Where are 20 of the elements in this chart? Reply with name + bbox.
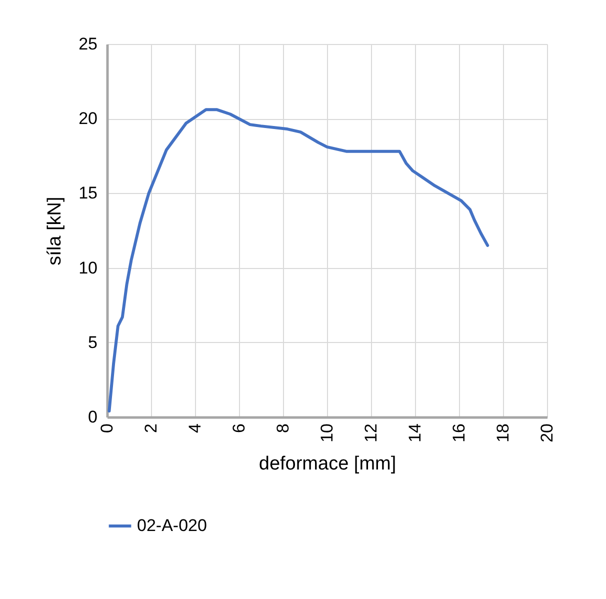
x-tick-label: 14 xyxy=(406,424,424,442)
x-tick-label: 10 xyxy=(318,424,336,442)
x-tick-label: 16 xyxy=(450,424,468,442)
y-tick-label: 25 xyxy=(78,34,98,54)
x-tick-label: 12 xyxy=(362,424,380,442)
y-axis-title: síla [kN] xyxy=(44,196,66,266)
y-tick-label: 15 xyxy=(78,184,98,203)
x-tick-label: 20 xyxy=(538,424,556,442)
legend-label: 02-A-020 xyxy=(137,516,207,535)
y-tick-label: 5 xyxy=(88,332,98,352)
line-series xyxy=(108,108,490,413)
x-tick-label: 4 xyxy=(186,424,204,433)
x-tick-label: 2 xyxy=(142,424,160,433)
x-tick-label: 8 xyxy=(274,424,292,433)
x-axis-title: deformace [mm] xyxy=(258,453,396,474)
y-tick-label: 10 xyxy=(78,258,98,278)
x-tick-label: 0 xyxy=(98,424,116,433)
x-tick-label: 18 xyxy=(494,424,512,442)
x-tick-label: 6 xyxy=(230,424,248,433)
y-tick-label: 20 xyxy=(78,109,98,128)
